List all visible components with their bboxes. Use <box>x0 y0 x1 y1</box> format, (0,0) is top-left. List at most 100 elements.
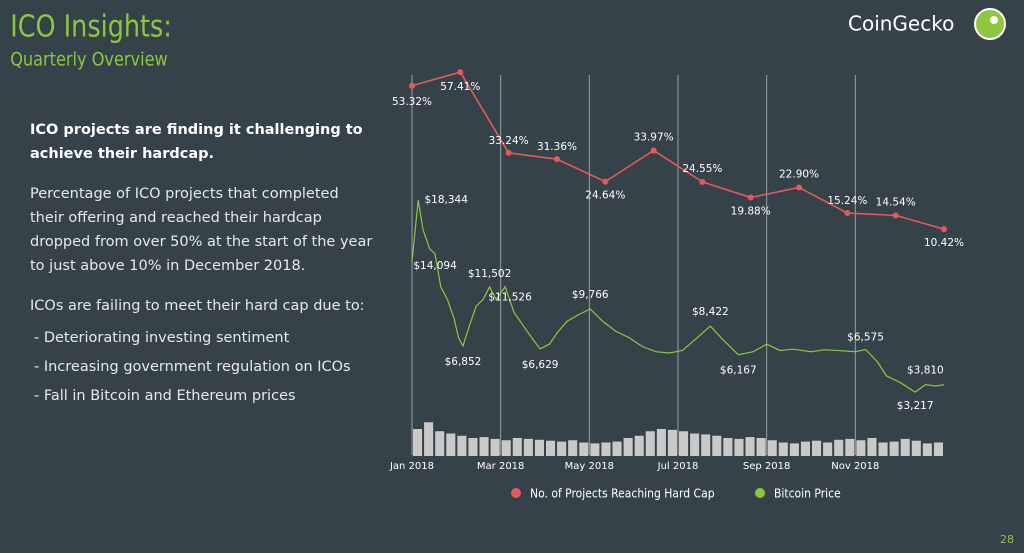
marker <box>941 226 947 233</box>
marker <box>747 194 754 201</box>
volume-bar <box>634 435 644 456</box>
value-label: 22.90% <box>779 168 819 180</box>
volume-bar <box>767 440 777 456</box>
volume-bar <box>856 440 866 456</box>
title: ICO Insights: <box>10 9 172 45</box>
volume-bar <box>789 443 799 456</box>
marker <box>844 210 851 217</box>
volume-bar <box>523 438 533 456</box>
paragraph: Percentage of ICO projects that complete… <box>30 186 373 274</box>
marker <box>457 69 464 76</box>
volume-bar <box>645 431 655 456</box>
value-label: $6,629 <box>522 359 559 371</box>
value-label: $11,526 <box>488 292 532 304</box>
volume-bar <box>490 438 500 456</box>
value-label: 24.55% <box>682 163 722 175</box>
volume-bar <box>889 441 899 456</box>
volume-bar <box>457 435 467 456</box>
value-label: $6,575 <box>847 331 884 343</box>
value-label: $9,766 <box>572 289 609 301</box>
volume-bar <box>723 438 733 456</box>
subtitle: Quarterly Overview <box>10 49 168 71</box>
volume-bar <box>479 437 489 456</box>
marker <box>602 178 609 185</box>
series-line <box>411 199 945 393</box>
marker <box>505 149 512 156</box>
x-tick-label: Jan 2018 <box>389 461 434 472</box>
value-label: 53.32% <box>392 96 432 108</box>
volume-bar <box>712 435 722 456</box>
value-label: 10.42% <box>924 237 964 249</box>
x-tick-label: Jul 2018 <box>657 461 699 472</box>
volume-bar <box>579 442 589 456</box>
value-label: $6,852 <box>445 356 482 368</box>
x-tick-label: May 2018 <box>565 461 614 472</box>
value-label: $3,217 <box>897 400 934 412</box>
volume-bar <box>656 429 666 456</box>
volume-bar <box>468 438 478 456</box>
value-label: 15.24% <box>827 195 867 207</box>
volume-bar <box>878 442 888 456</box>
legend-label: Bitcoin Price <box>774 486 841 501</box>
value-label: 33.97% <box>634 131 674 143</box>
brand: CoinGecko <box>848 12 954 36</box>
volume-bar <box>834 439 844 456</box>
volume-bar <box>435 431 445 456</box>
marker <box>699 178 706 185</box>
volume-bar <box>812 440 822 456</box>
volume-bar <box>501 440 511 456</box>
value-label: 19.88% <box>731 206 771 218</box>
volume-bar <box>557 441 567 456</box>
volume-bar <box>623 438 633 456</box>
value-label: $3,810 <box>907 365 944 377</box>
volume-bar <box>845 438 855 456</box>
marker <box>892 212 899 219</box>
value-label: $11,502 <box>468 268 511 280</box>
marker <box>796 184 803 191</box>
bullet: - Fall in Bitcoin and Ethereum prices <box>34 388 296 404</box>
value-label: 14.54% <box>876 196 916 208</box>
volume-bar <box>424 422 434 456</box>
volume-bar <box>823 442 833 456</box>
x-tick-label: Mar 2018 <box>477 461 525 472</box>
volume-bar <box>867 438 877 456</box>
volume-bar <box>922 443 932 456</box>
marker <box>650 147 657 154</box>
series-line <box>411 71 945 230</box>
volume-bar <box>933 442 943 456</box>
volume-bar <box>756 438 766 456</box>
brand-logo <box>974 8 1006 40</box>
value-label: $8,422 <box>692 306 729 318</box>
volume-bar <box>900 438 910 456</box>
paragraph: ICOs are failing to meet their hard cap … <box>30 298 365 314</box>
brand-logo-eye <box>990 16 998 24</box>
volume-bar <box>701 434 711 456</box>
volume-bar <box>690 433 700 456</box>
value-label: $6,167 <box>720 365 757 377</box>
marker <box>553 156 560 163</box>
bullet: - Deteriorating investing sentiment <box>34 330 290 346</box>
volume-bar <box>512 438 522 456</box>
marker <box>409 82 415 89</box>
volume-bar <box>413 429 423 456</box>
heading: ICO projects are finding it challenging … <box>30 122 363 162</box>
volume-bar <box>534 439 544 456</box>
volume-bar <box>667 429 677 456</box>
value-label: $18,344 <box>424 194 468 206</box>
legend-label: No. of Projects Reaching Hard Cap <box>530 486 715 501</box>
body-text: ICO projects are finding it challenging … <box>30 118 375 411</box>
volume-bar <box>601 442 611 456</box>
volume-bar <box>590 443 600 456</box>
value-label: 31.36% <box>537 141 577 153</box>
volume-bar <box>778 442 788 456</box>
bullet: - Increasing government regulation on IC… <box>34 359 351 375</box>
page-number: 28 <box>1000 533 1014 546</box>
volume-bar <box>679 431 689 456</box>
volume-bar <box>612 441 622 456</box>
value-label: 57.41% <box>440 81 480 93</box>
volume-bar <box>911 440 921 456</box>
legend-marker <box>511 488 521 498</box>
volume-bar <box>734 438 744 456</box>
